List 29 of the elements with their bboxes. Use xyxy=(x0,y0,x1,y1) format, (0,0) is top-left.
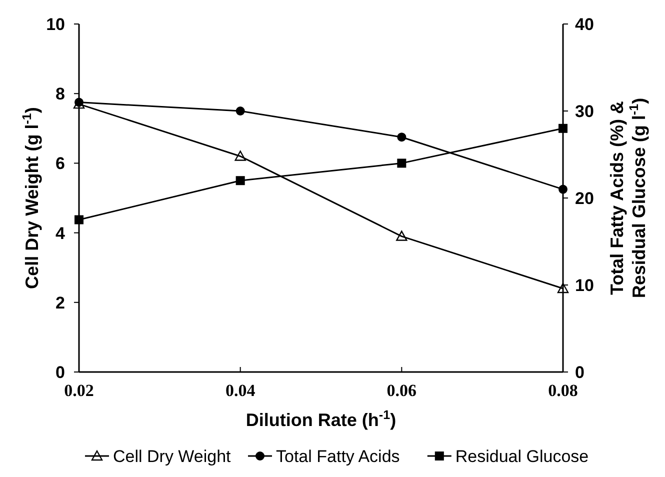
y-tick-label: 8 xyxy=(56,84,65,104)
legend-label: Total Fatty Acids xyxy=(276,447,400,466)
y2-tick-label: 40 xyxy=(575,15,594,34)
y-tick-label: 10 xyxy=(46,15,65,34)
y2-tick-label: 20 xyxy=(575,189,594,208)
y-tick-label: 4 xyxy=(56,224,66,243)
x-tick-label: 0.04 xyxy=(225,381,256,400)
point xyxy=(74,215,84,224)
x-tick-label: 0.02 xyxy=(64,381,94,400)
point xyxy=(397,132,406,142)
x-axis-title: Dilution Rate (h$^{-1}$) xyxy=(246,408,396,430)
point xyxy=(236,106,245,116)
point xyxy=(397,158,406,168)
y-tick-label: 6 xyxy=(56,154,65,174)
point xyxy=(396,230,408,241)
point xyxy=(557,282,569,294)
y-tick-label: 2 xyxy=(56,293,65,312)
y-tick-label: 0 xyxy=(56,363,65,382)
legend-label: Residual Glucose xyxy=(455,447,589,466)
y2-tick-label: 30 xyxy=(575,102,594,121)
x-tick-label: 0.06 xyxy=(386,381,417,400)
y2-tick-label: 10 xyxy=(575,276,594,295)
point xyxy=(234,150,246,161)
point xyxy=(558,184,568,194)
legend-label: Cell Dry Weight xyxy=(113,447,232,466)
x-tick-label: 0.08 xyxy=(548,381,578,400)
point xyxy=(558,124,568,133)
y2-tick-label: 0 xyxy=(575,363,584,382)
point xyxy=(236,176,245,186)
